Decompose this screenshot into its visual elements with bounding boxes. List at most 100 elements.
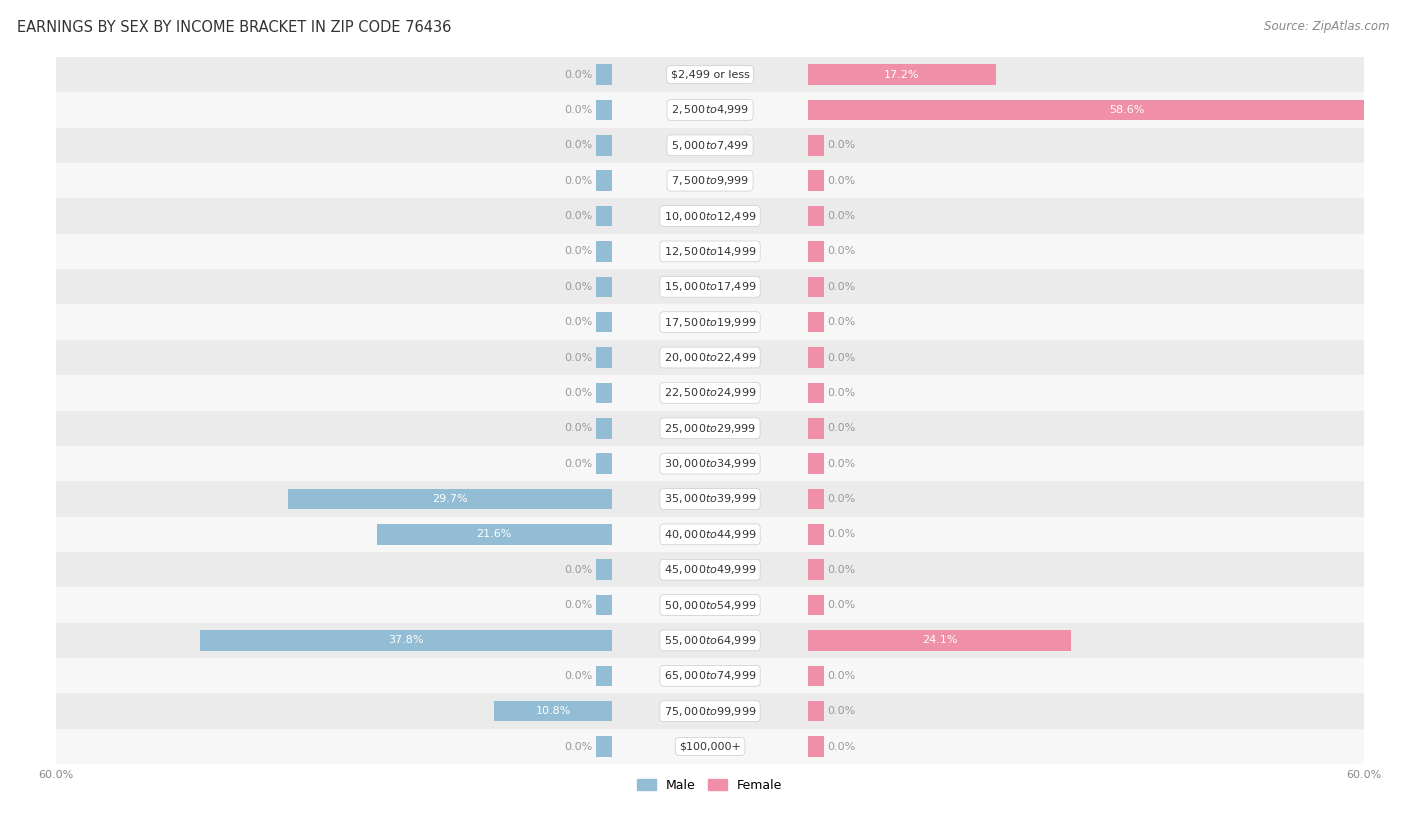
Bar (596, 100, 612, 120)
Text: $100,000+: $100,000+ (679, 741, 741, 751)
Bar (596, 559, 612, 580)
Bar (596, 454, 612, 474)
Bar (56, 446, 1364, 481)
Text: $75,000 to $99,999: $75,000 to $99,999 (664, 705, 756, 718)
Text: 0.0%: 0.0% (828, 424, 856, 433)
Bar (56, 163, 1364, 198)
Bar (596, 206, 612, 226)
Bar (596, 737, 612, 757)
Text: 0.0%: 0.0% (828, 317, 856, 327)
Bar (808, 666, 824, 686)
Text: $65,000 to $74,999: $65,000 to $74,999 (664, 669, 756, 682)
Text: $22,500 to $24,999: $22,500 to $24,999 (664, 386, 756, 399)
Bar (56, 517, 1364, 552)
Bar (596, 347, 612, 367)
Bar (56, 304, 1364, 340)
Text: 0.0%: 0.0% (828, 141, 856, 150)
Text: 0.0%: 0.0% (564, 246, 592, 256)
Text: 0.0%: 0.0% (564, 105, 592, 115)
Text: 0.0%: 0.0% (828, 459, 856, 468)
Bar (808, 206, 824, 226)
Text: 21.6%: 21.6% (477, 529, 512, 539)
Bar (596, 418, 612, 438)
Bar (56, 340, 1364, 375)
Bar (56, 376, 1364, 411)
Text: 0.0%: 0.0% (828, 565, 856, 575)
Text: 0.0%: 0.0% (564, 141, 592, 150)
Bar (808, 312, 824, 333)
Bar (808, 701, 824, 721)
Text: $7,500 to $9,999: $7,500 to $9,999 (671, 174, 749, 187)
Bar (56, 411, 1364, 446)
Bar (56, 623, 1364, 659)
Text: 0.0%: 0.0% (564, 459, 592, 468)
Bar (56, 128, 1364, 163)
Text: 0.0%: 0.0% (828, 388, 856, 398)
Bar (377, 524, 612, 545)
Text: Source: ZipAtlas.com: Source: ZipAtlas.com (1264, 20, 1389, 33)
Bar (808, 64, 995, 85)
Bar (596, 383, 612, 403)
Text: 29.7%: 29.7% (432, 494, 468, 504)
Text: $17,500 to $19,999: $17,500 to $19,999 (664, 315, 756, 328)
Bar (808, 454, 824, 474)
Text: 0.0%: 0.0% (564, 211, 592, 221)
Bar (808, 737, 824, 757)
Text: $20,000 to $22,499: $20,000 to $22,499 (664, 351, 756, 364)
Bar (596, 595, 612, 615)
Bar (808, 630, 1071, 650)
Text: $30,000 to $34,999: $30,000 to $34,999 (664, 457, 756, 470)
Bar (56, 92, 1364, 128)
Text: $15,000 to $17,499: $15,000 to $17,499 (664, 280, 756, 293)
Text: EARNINGS BY SEX BY INCOME BRACKET IN ZIP CODE 76436: EARNINGS BY SEX BY INCOME BRACKET IN ZIP… (17, 20, 451, 35)
Text: $25,000 to $29,999: $25,000 to $29,999 (664, 422, 756, 435)
Text: 10.8%: 10.8% (536, 706, 571, 716)
Text: 0.0%: 0.0% (828, 353, 856, 363)
Text: 37.8%: 37.8% (388, 636, 423, 646)
Text: $35,000 to $39,999: $35,000 to $39,999 (664, 493, 756, 506)
Bar (56, 659, 1364, 693)
Bar (596, 312, 612, 333)
Text: $2,500 to $4,999: $2,500 to $4,999 (671, 103, 749, 116)
Bar (808, 559, 824, 580)
Bar (808, 524, 824, 545)
Text: 0.0%: 0.0% (564, 424, 592, 433)
Bar (56, 693, 1364, 729)
Bar (808, 100, 1406, 120)
Text: 0.0%: 0.0% (828, 529, 856, 539)
Bar (808, 418, 824, 438)
Text: 0.0%: 0.0% (564, 282, 592, 292)
Bar (808, 489, 824, 509)
Text: 0.0%: 0.0% (828, 671, 856, 680)
Bar (56, 729, 1364, 764)
Text: $40,000 to $44,999: $40,000 to $44,999 (664, 528, 756, 541)
Bar (808, 383, 824, 403)
Bar (596, 171, 612, 191)
Text: $55,000 to $64,999: $55,000 to $64,999 (664, 634, 756, 647)
Text: $10,000 to $12,499: $10,000 to $12,499 (664, 210, 756, 223)
Text: $5,000 to $7,499: $5,000 to $7,499 (671, 139, 749, 152)
Text: 24.1%: 24.1% (922, 636, 957, 646)
Text: 0.0%: 0.0% (828, 211, 856, 221)
Bar (495, 701, 612, 721)
Text: 0.0%: 0.0% (564, 600, 592, 610)
Bar (56, 57, 1364, 92)
Bar (56, 587, 1364, 623)
Text: 17.2%: 17.2% (884, 70, 920, 80)
Text: 0.0%: 0.0% (828, 741, 856, 751)
Bar (808, 241, 824, 262)
Bar (56, 269, 1364, 304)
Text: 0.0%: 0.0% (564, 388, 592, 398)
Bar (596, 241, 612, 262)
Text: $50,000 to $54,999: $50,000 to $54,999 (664, 598, 756, 611)
Text: 0.0%: 0.0% (828, 176, 856, 185)
Bar (200, 630, 612, 650)
Text: 0.0%: 0.0% (828, 246, 856, 256)
Bar (808, 135, 824, 155)
Bar (808, 171, 824, 191)
Bar (596, 276, 612, 297)
Bar (808, 276, 824, 297)
Text: 0.0%: 0.0% (564, 70, 592, 80)
Text: 0.0%: 0.0% (564, 565, 592, 575)
Bar (808, 595, 824, 615)
